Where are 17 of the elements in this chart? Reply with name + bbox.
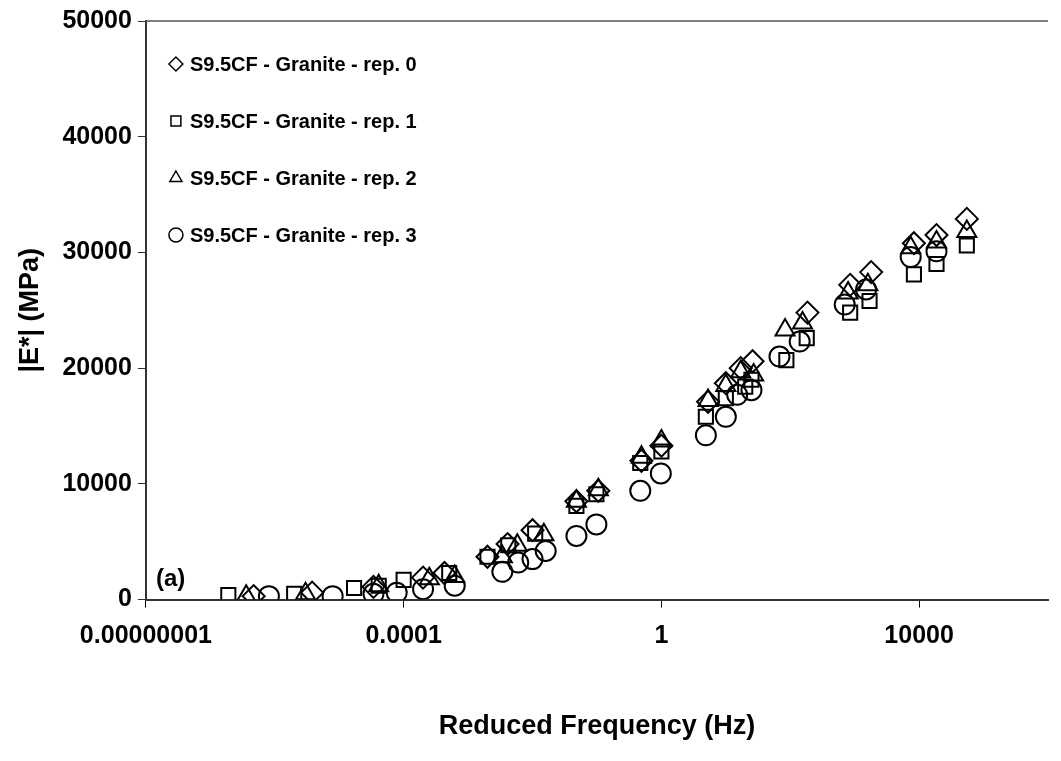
y-tick-label: 30000 [62,236,132,265]
annotation: (a) [155,563,186,591]
x-tick-label: 1 [654,620,669,649]
x-tick-label: 0.00000001 [79,620,213,649]
legend-label: S9.5CF - Granite - rep. 1 [189,109,417,132]
y-tick-label: 10000 [62,467,132,496]
y-tick-label: 40000 [62,120,132,149]
x-tick-label: 10000 [884,620,954,649]
y-tick-label: 50000 [62,4,132,33]
y-tick-label: 20000 [62,352,132,381]
legend-label: S9.5CF - Granite - rep. 0 [189,52,417,75]
y-tick-label: 0 [118,583,132,612]
y-axis-title: |E*| (MPa) [13,247,44,373]
legend-label: S9.5CF - Granite - rep. 3 [189,223,417,246]
x-tick-label: 0.0001 [365,620,442,649]
legend-label: S9.5CF - Granite - rep. 2 [189,166,417,189]
x-axis-title: Reduced Frequency (Hz) [438,710,756,741]
